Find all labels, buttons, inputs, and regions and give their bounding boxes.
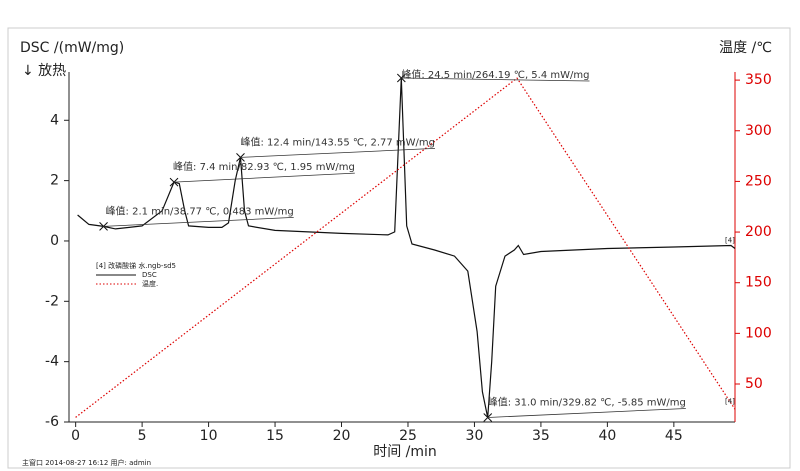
x-tick-label: 10: [200, 428, 218, 444]
y2-tick-label: 200: [745, 224, 772, 240]
series-line: [77, 77, 736, 418]
y2-tick-label: 350: [745, 72, 772, 88]
y2-tick-label: 150: [745, 275, 772, 291]
peak-marker: [236, 153, 245, 162]
annotation-leader: [103, 216, 294, 227]
annotation-leader: [240, 147, 436, 158]
x-tick-label: 5: [138, 428, 147, 444]
x-tick-label: 45: [665, 428, 683, 444]
legend-label: DSC: [142, 271, 157, 279]
series-end-label: [4]: [725, 237, 735, 245]
legend-label: 温度.: [142, 279, 158, 288]
y-tick-label: -6: [45, 414, 59, 430]
x-tick-label: 30: [466, 428, 484, 444]
annotation-label: 峰值: 31.0 min/329.82 ℃, -5.85 mW/mg: [488, 395, 686, 408]
annotation-label: 峰值: 2.1 min/38.77 ℃, 0.483 mW/mg: [106, 204, 294, 217]
series-end-label: [4]: [725, 397, 735, 405]
x-tick-label: 15: [266, 428, 284, 444]
y2-tick-label: 50: [745, 376, 763, 392]
y-axis-sublabel: ↓ 放热: [22, 63, 66, 79]
x-tick-label: 20: [333, 428, 351, 444]
y-tick-label: 4: [50, 112, 59, 128]
legend-title: [4] 改磷酸锑 水.ngb-sd5: [96, 261, 176, 270]
annotation-label: 峰值: 12.4 min/143.55 ℃, 2.77 mW/mg: [240, 135, 435, 148]
y-tick-label: 0: [50, 233, 59, 249]
series-line: [75, 77, 736, 418]
annotation-label: 峰值: 7.4 min/82.93 ℃, 1.95 mW/mg: [173, 160, 355, 173]
annotation-leader: [487, 408, 686, 418]
annotation-leader: [401, 77, 590, 82]
peak-marker: [396, 73, 406, 83]
y-tick-label: 2: [50, 173, 59, 189]
annotation-label: 峰值: 24.5 min/264.19 ℃, 5.4 mW/mg: [401, 68, 589, 81]
y-axis-label: DSC /(mW/mg): [20, 40, 124, 56]
x-tick-label: 35: [532, 428, 550, 444]
y-tick-label: -4: [45, 354, 59, 370]
footer: 主窗口 2014-08-27 16:12 用户: admin: [22, 458, 151, 467]
y2-axis-label: 温度 /℃: [719, 40, 772, 56]
x-tick-label: 0: [71, 428, 80, 444]
y-tick-label: -2: [45, 293, 59, 309]
x-tick-label: 25: [399, 428, 417, 444]
y2-tick-label: 250: [745, 173, 772, 189]
x-tick-label: 40: [598, 428, 616, 444]
x-axis-label: 时间 /min: [373, 444, 437, 460]
frame: [7, 27, 791, 469]
y2-tick-label: 100: [745, 325, 772, 341]
y2-tick-label: 300: [745, 123, 772, 139]
annotation-leader: [173, 172, 355, 183]
